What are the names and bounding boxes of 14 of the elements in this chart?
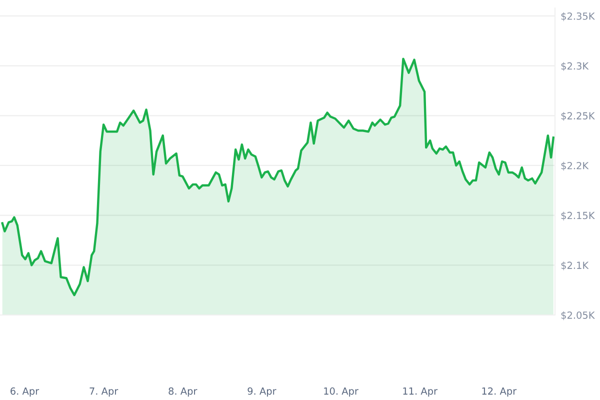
y-tick-label: $2.15K <box>561 212 595 220</box>
x-tick-label: 11. Apr <box>403 388 438 397</box>
x-tick-label: 7. Apr <box>90 388 118 397</box>
x-tick-label: 9. Apr <box>248 387 276 397</box>
x-tick-label: 12. Apr <box>482 387 517 397</box>
x-tick-label: 8. Apr <box>168 387 198 397</box>
x-tick-label: 6. Apr <box>10 387 40 397</box>
y-tick-label: $2.3K <box>561 62 589 71</box>
y-tick-label: $2.25K <box>561 112 595 121</box>
x-tick-label: 10. Apr <box>324 387 358 397</box>
y-tick-label: $2.2K <box>561 162 589 171</box>
y-tick-label: $2.05K <box>561 311 595 320</box>
y-tick-label: $2.1K <box>561 261 589 270</box>
y-tick-label: $2.35K <box>561 12 595 22</box>
